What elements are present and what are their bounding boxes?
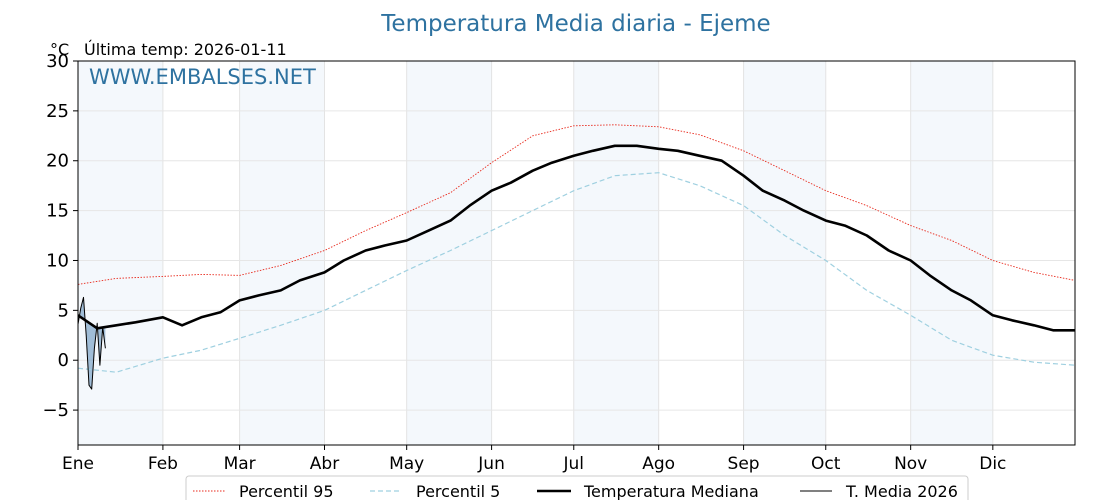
month-band-nov <box>910 61 993 445</box>
x-tick-label: Oct <box>811 454 841 474</box>
y-tick-label: −5 <box>42 400 69 421</box>
y-tick-label: 25 <box>46 101 69 122</box>
series-line-0 <box>78 124 1075 285</box>
series-layer <box>78 124 1075 390</box>
x-tick-label: Feb <box>148 454 178 474</box>
month-band-jul <box>573 61 659 445</box>
y-tick-label: 30 <box>46 51 69 72</box>
month-shading <box>78 61 993 445</box>
unit-label: °C <box>50 40 69 59</box>
last-temp-label: Última temp: 2026-01-11 <box>84 40 287 59</box>
month-band-mar <box>239 61 325 445</box>
x-tick-label: Sep <box>728 454 760 474</box>
x-tick-label: Mar <box>224 454 256 474</box>
y-axis: −5 0 5 10 15 20 25 30 <box>42 51 78 421</box>
y-tick-label: 10 <box>46 250 69 271</box>
y-tick-label: 15 <box>46 201 69 222</box>
series-2026-fill <box>78 297 106 390</box>
series-line-2 <box>78 144 1075 332</box>
legend-label-p95: Percentil 95 <box>239 482 334 500</box>
series-line-3 <box>78 296 106 390</box>
watermark: WWW.EMBALSES.NET <box>89 65 316 89</box>
legend-label-median: Temperatura Mediana <box>583 482 759 500</box>
x-tick-label: Ago <box>642 454 675 474</box>
x-tick-label: Ene <box>62 454 94 474</box>
x-tick-label: Nov <box>894 454 927 474</box>
plot-frame <box>77 60 1076 446</box>
x-tick-label: May <box>389 454 424 474</box>
x-axis: Ene Feb Mar Abr May Jun Jul Ago Sep Oct Nov Dic <box>62 445 1006 474</box>
y-tick-label: 5 <box>58 300 69 321</box>
x-tick-label: Dic <box>979 454 1006 474</box>
y-tick-label: 20 <box>46 151 69 172</box>
legend-box <box>185 475 969 500</box>
series-line-1 <box>78 172 1075 373</box>
month-band-sep <box>743 61 826 445</box>
x-tick-label: Jul <box>563 454 585 474</box>
chart-title: Temperatura Media diaria - Ejeme <box>380 11 770 37</box>
y-tick-label: 0 <box>58 350 69 371</box>
x-tick-label: Abr <box>310 454 339 474</box>
legend: Percentil 95 Percentil 5 Temperatura Med… <box>185 475 969 500</box>
x-tick-label: Jun <box>477 454 505 474</box>
legend-label-p5: Percentil 5 <box>416 482 500 500</box>
month-band-may <box>406 61 492 445</box>
legend-label-2026: T. Media 2026 <box>845 482 958 500</box>
